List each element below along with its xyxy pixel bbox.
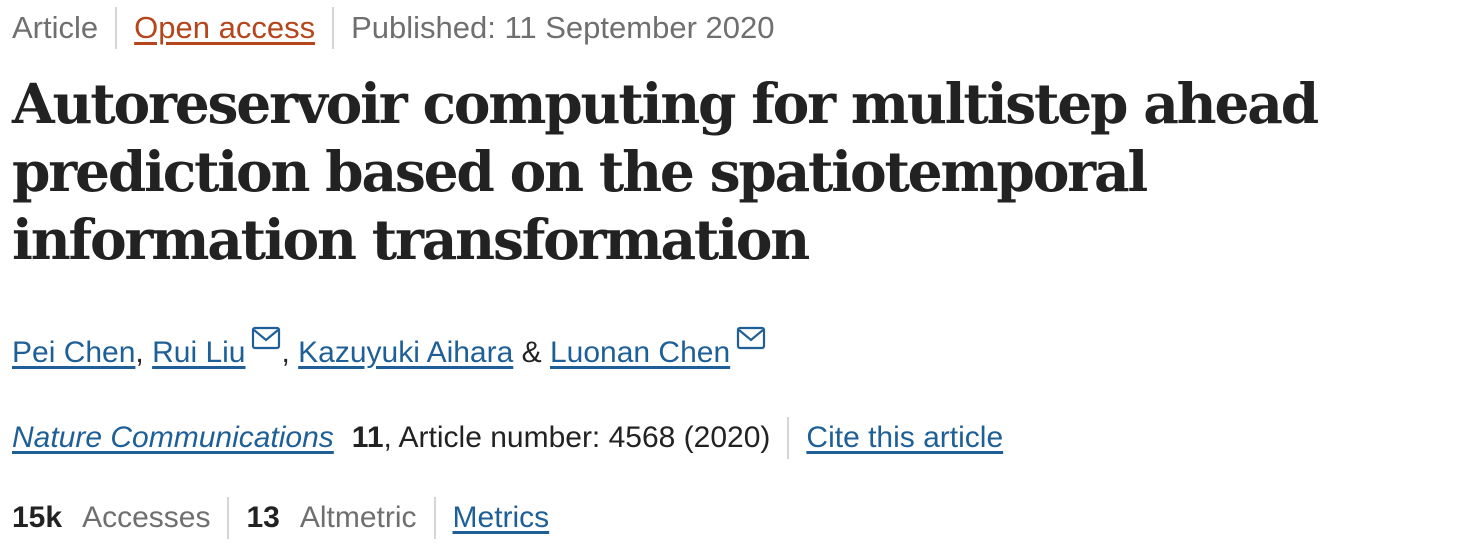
divider	[115, 7, 118, 49]
altmetric-score: 13	[246, 501, 280, 534]
author-list: Pei Chen, Rui Liu, Kazuyuki Aihara & Luo…	[12, 326, 766, 375]
metrics-bar: 15k Accesses 13 Altmetric Metrics	[12, 496, 549, 540]
metrics-link[interactable]: Metrics	[452, 501, 550, 534]
citation-line: Nature Communications 11 , Article numbe…	[12, 416, 1003, 460]
divider	[227, 497, 230, 539]
divider	[433, 497, 436, 539]
open-access-link[interactable]: Open access	[134, 10, 316, 45]
article-title: Autoreservoir computing for multistep ah…	[12, 71, 1319, 272]
accesses-label: Accesses	[82, 501, 211, 534]
article-meta-bar: Article Open access Published: 11 Septem…	[12, 6, 774, 50]
envelope-icon[interactable]	[251, 326, 281, 352]
author-link-pei-chen[interactable]: Pei Chen	[12, 336, 136, 369]
cite-this-article-link[interactable]: Cite this article	[806, 421, 1004, 454]
author-link-kazuyuki-aihara[interactable]: Kazuyuki Aihara	[298, 336, 514, 369]
divider	[332, 7, 335, 49]
author-link-luonan-chen[interactable]: Luonan Chen	[549, 336, 731, 369]
author-separator: ,	[281, 336, 299, 369]
article-type: Article	[12, 10, 99, 45]
author-link-rui-liu[interactable]: Rui Liu	[152, 336, 246, 369]
altmetric-label: Altmetric	[299, 501, 417, 534]
journal-link[interactable]: Nature Communications	[12, 421, 334, 454]
envelope-icon[interactable]	[736, 326, 766, 352]
divider	[787, 417, 790, 459]
author-separator: &	[513, 336, 550, 369]
journal-volume: 11	[351, 421, 384, 454]
published-date: Published: 11 September 2020	[351, 10, 775, 45]
accesses-count: 15k	[12, 501, 63, 534]
article-number: , Article number: 4568 (2020)	[383, 421, 771, 454]
author-separator: ,	[135, 336, 153, 369]
